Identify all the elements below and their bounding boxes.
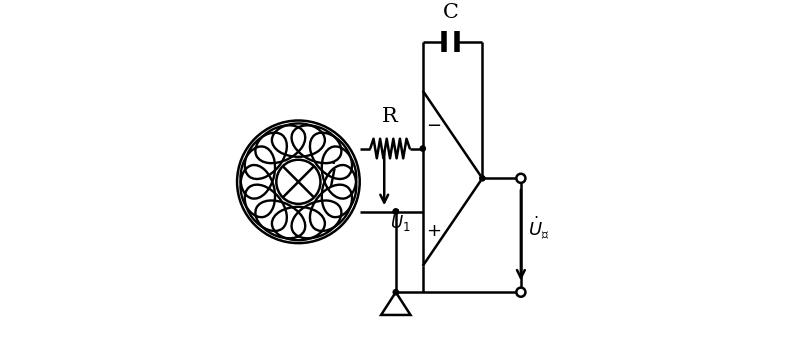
Circle shape [393, 290, 398, 295]
Text: $\dot{I}$: $\dot{I}$ [328, 163, 337, 192]
Text: −: − [426, 117, 442, 135]
Text: $\dot{U}$: $\dot{U}$ [528, 217, 542, 240]
Text: $\dot{U}_1$: $\dot{U}_1$ [390, 208, 410, 234]
Text: $_{测}$: $_{测}$ [541, 225, 550, 242]
Text: R: R [382, 107, 398, 126]
Text: C: C [443, 4, 458, 22]
Circle shape [393, 209, 398, 214]
Circle shape [393, 209, 398, 214]
Circle shape [480, 176, 485, 181]
Circle shape [516, 288, 526, 297]
Circle shape [420, 146, 426, 151]
Text: +: + [426, 222, 442, 240]
Circle shape [516, 174, 526, 183]
